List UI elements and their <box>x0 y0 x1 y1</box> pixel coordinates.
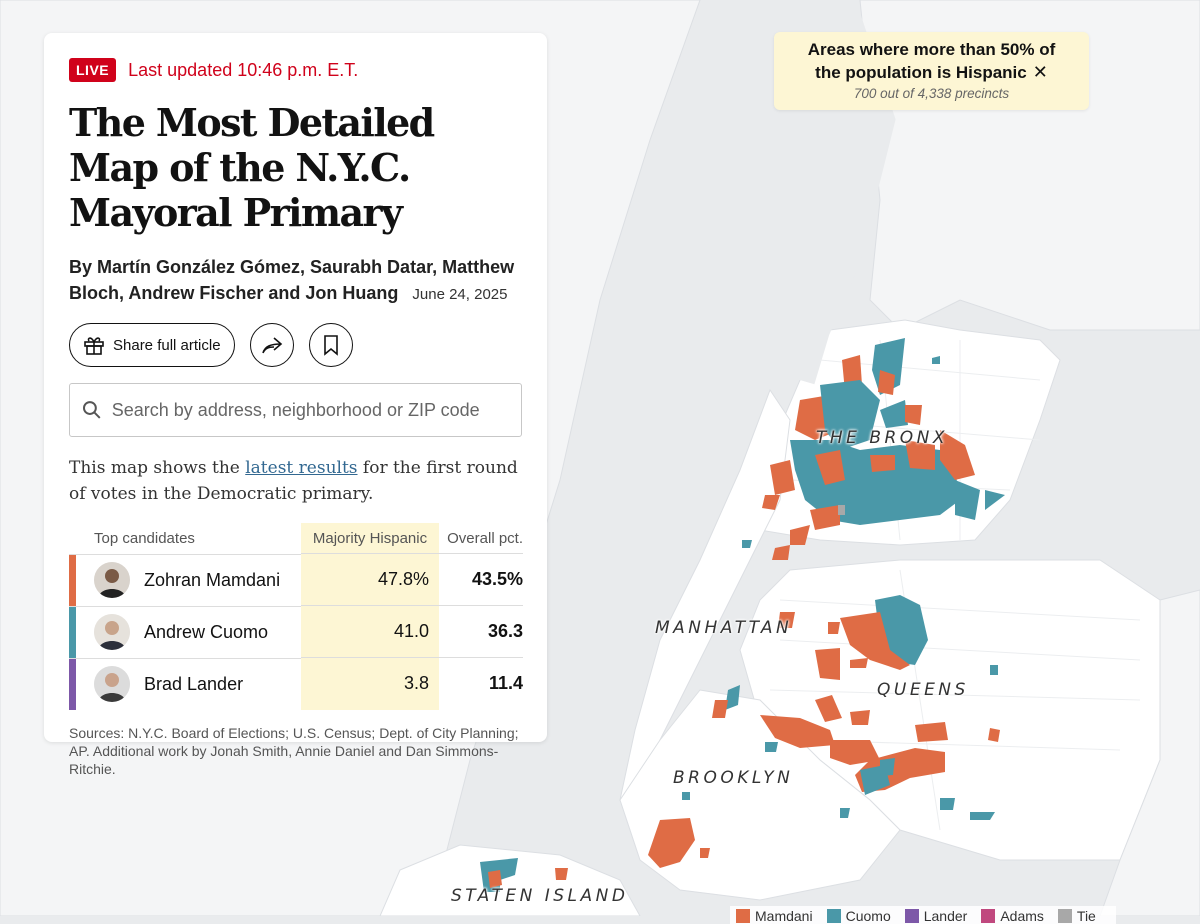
share-full-article-button[interactable]: Share full article <box>69 323 235 367</box>
borough-label-staten-island: STATEN ISLAND <box>451 886 629 906</box>
header-candidates: Top candidates <box>94 529 195 547</box>
gift-icon <box>84 337 104 355</box>
avatar <box>94 562 130 598</box>
search-input[interactable] <box>109 398 509 422</box>
borough-label-queens: QUEENS <box>877 680 969 700</box>
borough-label-manhattan: MANHATTAN <box>655 618 793 638</box>
precincts-manhattan[interactable] <box>712 525 810 718</box>
borough-label-bronx: THE BRONX <box>816 428 949 448</box>
overall-pct-value: 11.4 <box>439 657 523 710</box>
legend-item: Lander <box>904 908 968 924</box>
overall-pct-value: 36.3 <box>439 605 523 658</box>
precincts-bronx[interactable] <box>762 338 1005 530</box>
map-legend: Mamdani Cuomo Lander Adams Tie <box>730 906 1116 924</box>
majority-hispanic-value: 3.8 <box>301 657 439 710</box>
precincts-south[interactable] <box>648 748 995 868</box>
bookmark-button[interactable] <box>308 323 353 367</box>
search-icon <box>82 401 101 419</box>
sources-note: Sources: N.Y.C. Board of Elections; U.S.… <box>69 724 519 777</box>
overall-pct-value: 43.5% <box>439 553 523 606</box>
candidate-color-bar <box>69 658 76 710</box>
majority-hispanic-value: 41.0 <box>301 605 439 658</box>
desc-text-2: for the first round of votes in the Demo… <box>69 458 518 504</box>
candidate-name: Andrew Cuomo <box>144 621 269 642</box>
candidate-name: Brad Lander <box>144 673 244 694</box>
last-updated-text: Last updated 10:46 p.m. E.T. <box>128 59 359 80</box>
candidate-name: Zohran Mamdani <box>144 569 281 590</box>
share-button[interactable] <box>249 323 294 367</box>
precincts-staten-island[interactable] <box>480 858 568 892</box>
legend-item: Adams <box>981 908 1044 924</box>
borough-label-brooklyn: BROOKLYN <box>673 768 794 788</box>
hispanic-filter-chip[interactable]: Areas where more than 50% of the populat… <box>774 32 1089 110</box>
legend-label: Tie <box>1076 908 1096 924</box>
byline: By Martín González Gómez, Saurabh Datar,… <box>69 254 522 308</box>
legend-label: Mamdani <box>755 908 813 924</box>
close-icon[interactable]: ✕ <box>1032 62 1048 82</box>
page-title: The Most Detailed Map of the N.Y.C. Mayo… <box>69 100 435 235</box>
candidate-color-bar <box>69 606 76 658</box>
article-panel: LIVE Last updated 10:46 p.m. E.T. The Mo… <box>44 33 547 777</box>
bookmark-icon <box>323 335 338 356</box>
table-row: Andrew Cuomo 41.0 36.3 <box>69 605 523 658</box>
avatar <box>94 666 130 702</box>
byline-authors: By Martín González Gómez, Saurabh Datar,… <box>69 257 515 303</box>
filter-chip-line2: the population is Hispanic <box>815 63 1027 82</box>
live-badge: LIVE <box>69 58 117 82</box>
table-row: Brad Lander 3.8 11.4 <box>69 657 523 710</box>
legend-label: Cuomo <box>845 908 891 924</box>
results-table: Top candidates Majority Hispanic Overall… <box>69 523 523 710</box>
desc-text-1: This map shows the <box>69 458 246 478</box>
latest-results-link[interactable]: latest results <box>245 458 358 478</box>
filter-chip-line1: Areas where more than 50% of <box>807 40 1056 59</box>
map-description: This map shows the latest results for th… <box>69 455 522 507</box>
share-button-label: Share full article <box>113 336 221 354</box>
avatar <box>94 614 130 650</box>
legend-label: Adams <box>1000 908 1044 924</box>
filter-chip-subtitle: 700 out of 4,338 precincts <box>853 86 1010 101</box>
majority-hispanic-value: 47.8% <box>301 553 439 606</box>
publish-date: June 24, 2025 <box>412 286 508 303</box>
legend-item: Tie <box>1057 908 1096 924</box>
candidate-color-bar <box>69 554 76 606</box>
precincts-queens[interactable] <box>760 595 1000 765</box>
legend-label: Lander <box>923 908 968 924</box>
share-arrow-icon <box>261 337 282 354</box>
legend-item: Mamdani <box>736 908 813 924</box>
address-search[interactable] <box>69 383 522 437</box>
header-majority-hispanic: Majority Hispanic <box>301 523 439 554</box>
header-overall-pct: Overall pct. <box>447 529 523 547</box>
legend-item: Cuomo <box>826 908 891 924</box>
table-row: Zohran Mamdani 47.8% 43.5% <box>69 553 523 606</box>
